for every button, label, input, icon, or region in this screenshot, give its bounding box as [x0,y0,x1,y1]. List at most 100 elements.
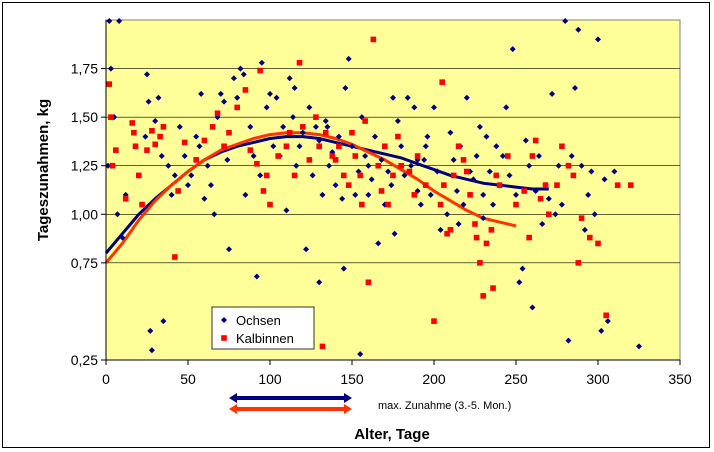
ochsen-point [493,143,500,150]
ochsen-point [145,98,152,105]
kalbinnen-point [455,143,462,150]
kalbinnen-point [385,201,391,208]
plot-area [105,19,681,361]
kalbinnen-point [464,168,470,175]
annotation: max. Zunahme (3.-5. Mon.) [229,393,511,414]
ochsen-point [595,36,601,43]
ochsen-point [437,226,444,233]
ochsen-point [342,85,349,91]
ochsen-point [240,71,247,78]
ochsen-point [119,234,126,241]
kalbinnen-point [263,172,270,179]
kalbinnen-point [106,81,113,87]
ochsen-point [368,176,375,183]
x-tick-label: 50 [180,371,196,387]
kalbinnen-point [149,127,155,134]
kalbinnen-point [406,168,413,175]
kalbinnen-point [345,182,352,188]
ochsen-point [427,191,434,198]
kalbinnen-point [131,129,137,136]
ochsen-point [417,201,424,208]
grid-lines [106,68,680,264]
ochsen-point [473,153,480,159]
ochsen-point [555,162,562,169]
ochsen-point [522,137,529,144]
ochsen-point [263,104,270,111]
ochsen-point [193,133,200,140]
ochsen-point [431,104,437,111]
ochsen-point [142,133,149,140]
ochsen-point [552,211,559,218]
ochsen-point [226,246,232,253]
ochsen-point [116,18,123,24]
ochsen-point [444,211,451,218]
ochsen-point [598,327,605,334]
kalbinnen-range-arrow-head-right [344,404,352,414]
ochsen-point [306,104,313,111]
ochsen-point [181,153,188,159]
trend-curve [104,131,517,264]
kalbinnen-point [603,312,609,319]
kalbinnen-point [490,285,496,291]
ochsen-point [535,153,542,159]
ochsen-point [545,195,552,202]
ochsen-point [324,123,331,130]
ochsen-point [107,65,114,72]
ochsen-point [539,221,546,227]
x-tick-label: 200 [422,371,446,387]
ochsen-point [604,318,611,325]
kalbinnen-point [300,124,306,130]
ochsen-point [326,162,333,169]
kalbinnen-point [152,141,158,148]
ochsen-point [509,46,516,53]
kalbinnen-point [214,110,221,117]
ochsen-point [335,133,342,140]
kalbinnen-point [136,172,142,179]
ochsen-point [257,172,264,179]
kalbinnen-point [254,160,260,167]
ochsen-point [299,129,306,136]
ochsen-range-arrow-head-right [344,393,352,403]
ochsen-point [503,104,510,111]
ochsen-point [224,156,231,163]
kalbinnen-point [172,254,178,260]
ochsen-point [286,75,293,82]
ochsen-point [349,143,355,150]
ochsen-point [390,94,396,101]
kalbinnen-point [316,143,322,150]
kalbinnen-point [493,172,500,179]
ochsen-point [401,172,408,179]
ochsen-point [357,351,364,358]
kalbinnen-point [411,192,418,198]
annotation-text: max. Zunahme (3.-5. Mon.) [378,400,511,412]
kalbinnen-point [122,195,129,202]
ochsen-point [572,85,579,91]
ochsen-point [588,168,595,175]
kalbinnen-point [160,124,167,130]
kalbinnen-range-arrow-head-left [229,404,237,414]
ochsen-point [316,279,323,286]
ochsen-point [152,118,159,125]
legend-label: Kalbinnen [236,331,294,346]
kalbinnen-point [444,230,450,237]
ochsen-point [434,168,441,175]
ochsen-point [398,143,405,150]
kalbinnen-point [257,67,263,74]
legend-label: Ochsen [236,313,281,328]
ochsen-point [196,143,203,150]
kalbinnen-point [546,211,552,218]
ochsen-point [483,133,490,140]
kalbinnen-point [537,195,544,202]
kalbinnen-point [473,234,480,241]
kalbinnen-point [283,143,290,150]
kalbinnen-point [614,182,621,188]
kalbinnen-point [247,147,254,153]
ochsen-point [188,172,195,179]
kalbinnen-point [532,137,539,144]
ochsen-point [221,98,228,105]
ochsen-point [148,347,155,354]
ochsen-point [273,94,280,101]
ochsen-point [601,176,608,183]
x-tick-label: 100 [258,371,282,387]
trend-curves [104,131,549,264]
